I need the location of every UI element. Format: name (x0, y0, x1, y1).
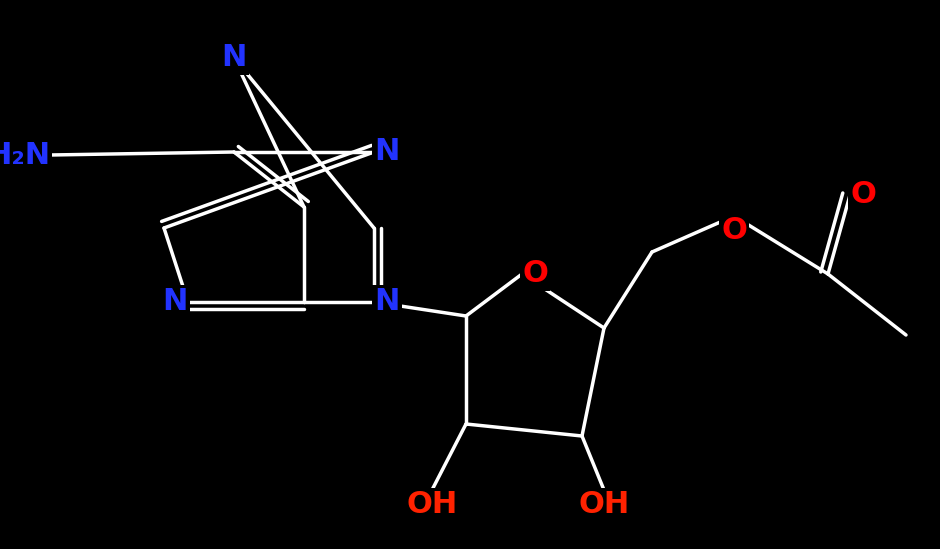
Text: OH: OH (578, 490, 630, 519)
Text: O: O (522, 260, 548, 289)
Text: N: N (221, 43, 246, 72)
Text: N: N (163, 288, 188, 317)
Text: H₂N: H₂N (0, 141, 50, 170)
Text: O: O (850, 181, 876, 210)
Text: N: N (374, 288, 400, 317)
Text: O: O (721, 216, 747, 245)
Text: OH: OH (406, 490, 458, 519)
Text: N: N (374, 137, 400, 166)
